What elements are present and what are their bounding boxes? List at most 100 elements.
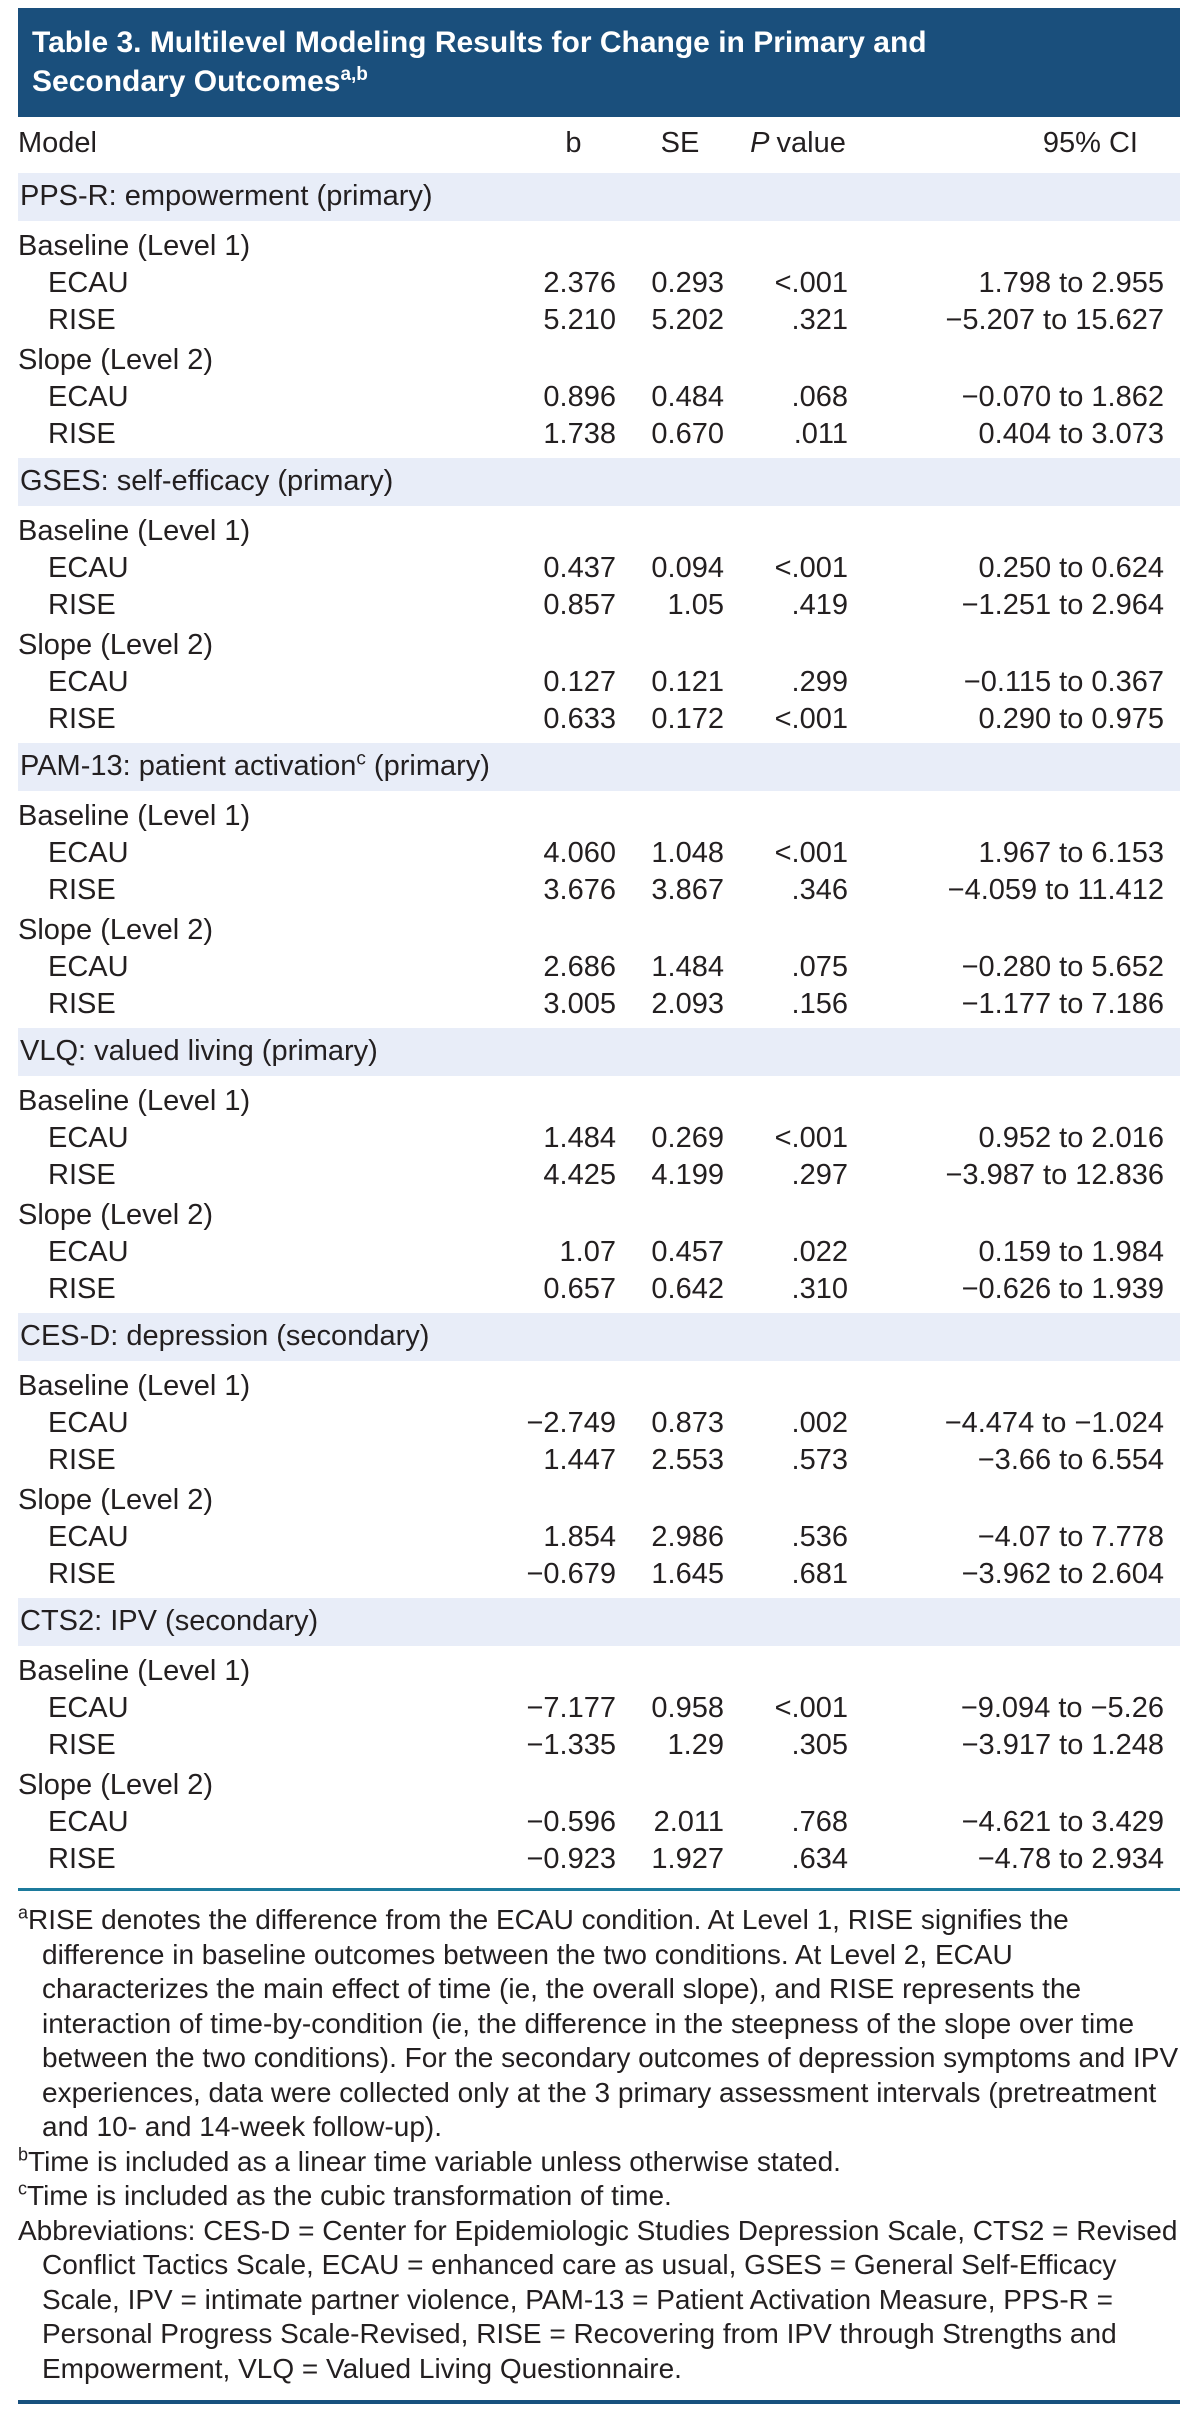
col-header-model: Model bbox=[18, 117, 521, 172]
section-header-label: VLQ: valued living (primary) bbox=[18, 1023, 1180, 1080]
cell-95ci: −3.66 to 6.554 bbox=[977, 1444, 1164, 1476]
group-label: Slope (Level 2) bbox=[18, 1199, 214, 1231]
table-title-superscript: a,b bbox=[340, 64, 368, 85]
footnote-divider-rule bbox=[18, 1888, 1180, 1891]
section-header-label: PPS-R: empowerment (primary) bbox=[18, 168, 1180, 225]
section-header-label: PAM-13: patient activationc (primary) bbox=[18, 738, 1180, 795]
cell-b: −7.177 bbox=[526, 1692, 616, 1724]
cell-se: 1.645 bbox=[651, 1558, 724, 1590]
cell-b: −0.596 bbox=[526, 1806, 616, 1838]
data-row: ECAU −2.749 0.873 .002 −4.474 to −1.024 bbox=[18, 1405, 1180, 1442]
group-label: Baseline (Level 1) bbox=[18, 1655, 251, 1687]
cell-p-value: .536 bbox=[791, 1521, 848, 1553]
cell-95ci: 1.798 to 2.955 bbox=[978, 267, 1164, 299]
cell-p-value: <.001 bbox=[774, 1122, 848, 1154]
cell-model: RISE bbox=[48, 1159, 116, 1191]
section-header-label: CES-D: depression (secondary) bbox=[18, 1308, 1180, 1365]
cell-se: 3.867 bbox=[651, 874, 724, 906]
section-header-row: GSES: self-efficacy (primary) bbox=[18, 453, 1180, 510]
cell-model: ECAU bbox=[48, 1236, 129, 1268]
cell-model: RISE bbox=[48, 703, 116, 735]
cell-p-value: <.001 bbox=[774, 703, 848, 735]
data-row: ECAU 0.127 0.121 .299 −0.115 to 0.367 bbox=[18, 664, 1180, 701]
footnote-c: cTime is included as the cubic transform… bbox=[18, 2179, 1180, 2214]
data-row: RISE −0.923 1.927 .634 −4.78 to 2.934 bbox=[18, 1841, 1180, 1878]
data-row: ECAU −7.177 0.958 <.001 −9.094 to −5.26 bbox=[18, 1690, 1180, 1727]
cell-model: ECAU bbox=[48, 837, 129, 869]
cell-model: RISE bbox=[48, 874, 116, 906]
cell-model: ECAU bbox=[48, 381, 129, 413]
cell-b: 1.738 bbox=[543, 418, 616, 450]
cell-se: 0.484 bbox=[651, 381, 724, 413]
group-label-row: Slope (Level 2) bbox=[18, 909, 1180, 949]
cell-model: ECAU bbox=[48, 552, 129, 584]
data-row: RISE 1.447 2.553 .573 −3.66 to 6.554 bbox=[18, 1442, 1180, 1479]
cell-95ci: 0.159 to 1.984 bbox=[978, 1236, 1164, 1268]
footnote-c-text: Time is included as the cubic transforma… bbox=[27, 2180, 672, 2211]
cell-model: RISE bbox=[48, 418, 116, 450]
cell-model: RISE bbox=[48, 1729, 116, 1761]
cell-se: 4.199 bbox=[651, 1159, 724, 1191]
cell-p-value: .419 bbox=[791, 589, 848, 621]
cell-model: ECAU bbox=[48, 1407, 129, 1439]
cell-p-value: .573 bbox=[791, 1444, 848, 1476]
col-header-se: SE bbox=[626, 117, 734, 172]
cell-b: 2.686 bbox=[543, 951, 616, 983]
cell-b: 0.437 bbox=[543, 552, 616, 584]
group-label-row: Baseline (Level 1) bbox=[18, 508, 1180, 550]
group-label: Baseline (Level 1) bbox=[18, 1085, 251, 1117]
cell-p-value: .634 bbox=[791, 1843, 848, 1875]
cell-model: ECAU bbox=[48, 1521, 129, 1553]
cell-se: 1.05 bbox=[667, 589, 724, 621]
cell-se: 0.121 bbox=[651, 666, 724, 698]
cell-se: 0.873 bbox=[651, 1407, 724, 1439]
section-header-row: CES-D: depression (secondary) bbox=[18, 1308, 1180, 1365]
group-label: Baseline (Level 1) bbox=[18, 1370, 251, 1402]
cell-p-value: .321 bbox=[791, 304, 848, 336]
cell-b: 2.376 bbox=[543, 267, 616, 299]
group-label-row: Slope (Level 2) bbox=[18, 1194, 1180, 1234]
cell-95ci: −9.094 to −5.26 bbox=[960, 1692, 1164, 1724]
cell-b: 3.005 bbox=[543, 988, 616, 1020]
footnote-b-text: Time is included as a linear time variab… bbox=[28, 2145, 841, 2177]
cell-b: 0.857 bbox=[543, 589, 616, 621]
cell-model: RISE bbox=[48, 1558, 116, 1590]
section-header-row: VLQ: valued living (primary) bbox=[18, 1023, 1180, 1080]
results-table-body: PPS-R: empowerment (primary) Baseline (Le… bbox=[18, 168, 1180, 1879]
group-label-row: Baseline (Level 1) bbox=[18, 1648, 1180, 1690]
data-row: ECAU 1.07 0.457 .022 0.159 to 1.984 bbox=[18, 1234, 1180, 1271]
data-row: ECAU 0.437 0.094 <.001 0.250 to 0.624 bbox=[18, 550, 1180, 587]
cell-se: 2.011 bbox=[653, 1806, 724, 1838]
cell-b: 0.633 bbox=[543, 703, 616, 735]
data-row: RISE 3.676 3.867 .346 −4.059 to 11.412 bbox=[18, 872, 1180, 909]
cell-95ci: −0.070 to 1.862 bbox=[961, 381, 1164, 413]
cell-b: 0.127 bbox=[543, 666, 616, 698]
cell-model: RISE bbox=[48, 988, 116, 1020]
group-label-row: Baseline (Level 1) bbox=[18, 793, 1180, 835]
data-row: RISE −0.679 1.645 .681 −3.962 to 2.604 bbox=[18, 1556, 1180, 1596]
group-label-row: Baseline (Level 1) bbox=[18, 1363, 1180, 1405]
cell-b: 1.484 bbox=[543, 1122, 616, 1154]
cell-se: 0.094 bbox=[651, 552, 724, 584]
cell-95ci: 1.967 to 6.153 bbox=[978, 837, 1164, 869]
data-row: ECAU 0.896 0.484 .068 −0.070 to 1.862 bbox=[18, 379, 1180, 416]
data-row: RISE 0.657 0.642 .310 −0.626 to 1.939 bbox=[18, 1271, 1180, 1311]
cell-p-value: .002 bbox=[791, 1407, 848, 1439]
cell-b: 4.060 bbox=[543, 837, 616, 869]
cell-model: RISE bbox=[48, 589, 116, 621]
group-label: Baseline (Level 1) bbox=[18, 515, 251, 547]
group-label-row: Slope (Level 2) bbox=[18, 339, 1180, 379]
data-row: ECAU 1.484 0.269 <.001 0.952 to 2.016 bbox=[18, 1120, 1180, 1157]
data-row: ECAU 4.060 1.048 <.001 1.967 to 6.153 bbox=[18, 835, 1180, 872]
cell-p-value: .297 bbox=[791, 1159, 848, 1191]
footnote-a: aRISE denotes the difference from the EC… bbox=[18, 1903, 1180, 2145]
cell-se: 0.172 bbox=[651, 703, 724, 735]
col-header-b: b bbox=[521, 117, 626, 172]
cell-p-value: .068 bbox=[791, 381, 848, 413]
cell-b: 3.676 bbox=[543, 874, 616, 906]
cell-95ci: −4.474 to −1.024 bbox=[944, 1407, 1164, 1439]
cell-se: 1.048 bbox=[651, 837, 724, 869]
cell-95ci: −0.280 to 5.652 bbox=[961, 951, 1164, 983]
cell-b: −0.679 bbox=[526, 1558, 616, 1590]
